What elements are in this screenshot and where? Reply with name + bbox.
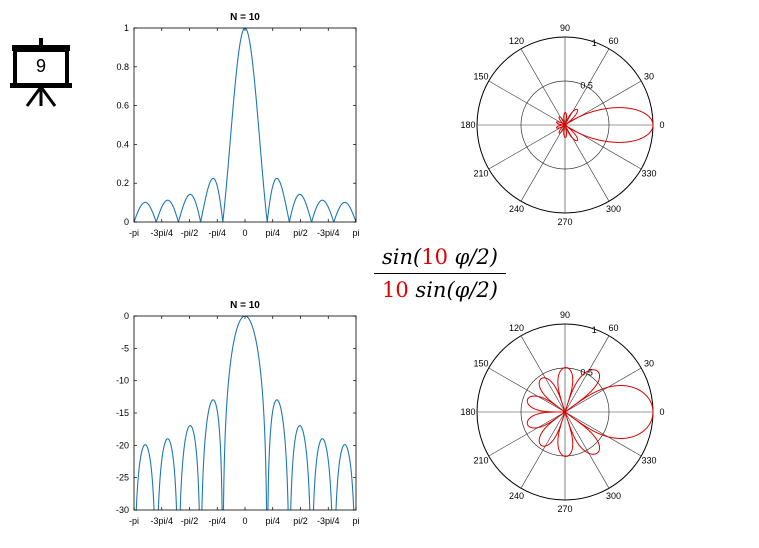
formula-denominator: 10 sin(φ/2) — [372, 277, 508, 303]
polar-spoke — [520, 411, 566, 489]
angle-label: 210 — [473, 456, 488, 466]
denominator-suffix: sin(φ/2) — [408, 278, 498, 302]
x-tick-label: -pi/4 — [208, 228, 226, 238]
polar-spoke — [564, 411, 642, 457]
y-tick-label: -25 — [116, 473, 129, 483]
polar-spoke — [488, 80, 566, 126]
axes-box — [133, 27, 357, 223]
x-tick-label: -pi — [129, 516, 139, 526]
axes-box — [133, 315, 357, 511]
x-tick-label: -3pi/4 — [317, 516, 340, 526]
angle-label: 240 — [509, 204, 524, 214]
y-tick-label: -10 — [116, 376, 129, 386]
polar-spoke — [520, 48, 566, 126]
y-tick-label: 1 — [124, 23, 129, 33]
y-tick-label: -5 — [121, 343, 129, 353]
angle-label: 330 — [641, 456, 656, 466]
angle-label: 90 — [560, 310, 570, 320]
angle-label: 240 — [509, 491, 524, 501]
angle-label: 150 — [473, 359, 488, 369]
angle-label: 300 — [606, 491, 621, 501]
x-tick-label: pi/4 — [265, 228, 280, 238]
y-tick-label: 0.8 — [116, 62, 129, 72]
y-tick-label: 0.6 — [116, 101, 129, 111]
x-tick-label: -3pi/4 — [150, 516, 173, 526]
polar-spoke — [520, 335, 566, 413]
y-tick-label: 0.2 — [116, 178, 129, 188]
x-tick-label: 0 — [242, 516, 247, 526]
formula-numerator: sin(10 φ/2) — [372, 244, 508, 270]
polar-spoke — [488, 124, 566, 170]
fraction-bar — [374, 273, 506, 274]
polar-spoke — [564, 411, 610, 489]
numerator-suffix: φ/2) — [447, 245, 498, 269]
pattern-curve — [134, 28, 356, 222]
x-tick-label: pi — [352, 516, 359, 526]
angle-label: 30 — [644, 72, 654, 82]
angle-label: 180 — [460, 407, 475, 417]
polar-spoke — [564, 367, 642, 413]
x-tick-label: pi/2 — [293, 516, 308, 526]
presentation-board-icon: 9 — [10, 38, 72, 107]
db-pattern-chart: N = 10 -pi -3pi/4 -pi/2 -pi/4 0 pi/4 pi/2 -3pi/4… — [116, 300, 360, 526]
x-tick-label: pi — [352, 228, 359, 238]
y-tick-label: 0.4 — [116, 139, 129, 149]
radius-label: 0.5 — [580, 80, 593, 90]
angle-label: 210 — [473, 169, 488, 179]
angle-label: 180 — [460, 120, 475, 130]
x-tick-label: 0 — [242, 228, 247, 238]
denominator-n: 10 — [382, 278, 409, 302]
polar-pattern-curve — [556, 107, 654, 143]
angle-label: 120 — [509, 36, 524, 46]
angle-label: 120 — [509, 323, 524, 333]
x-tick-label: -pi/2 — [181, 228, 199, 238]
x-tick-label: -3pi/4 — [150, 228, 173, 238]
y-tick-label: -20 — [116, 440, 129, 450]
chart-title: N = 10 — [230, 300, 260, 311]
numerator-prefix: sin( — [382, 245, 422, 269]
x-tick-label: pi/2 — [293, 228, 308, 238]
x-tick-label: -3pi/4 — [317, 228, 340, 238]
angle-label: 150 — [473, 72, 488, 82]
x-tick-label: -pi/4 — [208, 516, 226, 526]
polar-spoke — [564, 335, 610, 413]
polar-linear-chart: 0 30 60 90 120 150 180 210 240 270 300 330 0.5 1 — [460, 23, 664, 227]
angle-label: 270 — [557, 217, 572, 227]
array-factor-formula: sin(10 φ/2) 10 sin(φ/2) — [372, 244, 508, 303]
chart-title: N = 10 — [230, 12, 260, 23]
radius-label: 1 — [592, 38, 597, 48]
y-tick-label: 0 — [124, 217, 129, 227]
radius-label: 0.5 — [580, 367, 593, 377]
numerator-n: 10 — [421, 245, 448, 269]
polar-spoke — [488, 411, 566, 457]
y-tick-label: -15 — [116, 408, 129, 418]
angle-label: 90 — [560, 23, 570, 33]
polar-spoke — [520, 124, 566, 202]
slide-number: 9 — [36, 56, 46, 76]
angle-label: 300 — [606, 204, 621, 214]
angle-label: 0 — [659, 120, 664, 130]
y-tick-label: 0 — [124, 311, 129, 321]
angle-label: 0 — [659, 407, 664, 417]
angle-label: 330 — [641, 169, 656, 179]
angle-label: 60 — [608, 36, 618, 46]
polar-pattern-curve — [526, 367, 654, 457]
angle-label: 270 — [557, 504, 572, 514]
polar-compressed-chart: 0 30 60 90 120 150 180 210 240 270 300 330 0.5 1 — [460, 310, 664, 514]
angle-label: 30 — [644, 359, 654, 369]
x-tick-label: -pi/2 — [181, 516, 199, 526]
radius-label: 1 — [592, 325, 597, 335]
linear-pattern-chart: N = 10 -pi -3pi/4 -pi/2 -pi/4 0 pi/4 pi/2 -3pi/4… — [116, 12, 359, 238]
y-tick-label: -30 — [116, 505, 129, 515]
angle-label: 60 — [608, 323, 618, 333]
x-tick-label: pi/4 — [265, 516, 280, 526]
x-tick-label: -pi — [129, 228, 139, 238]
polar-spoke — [488, 367, 566, 413]
pattern-curve — [135, 316, 355, 510]
